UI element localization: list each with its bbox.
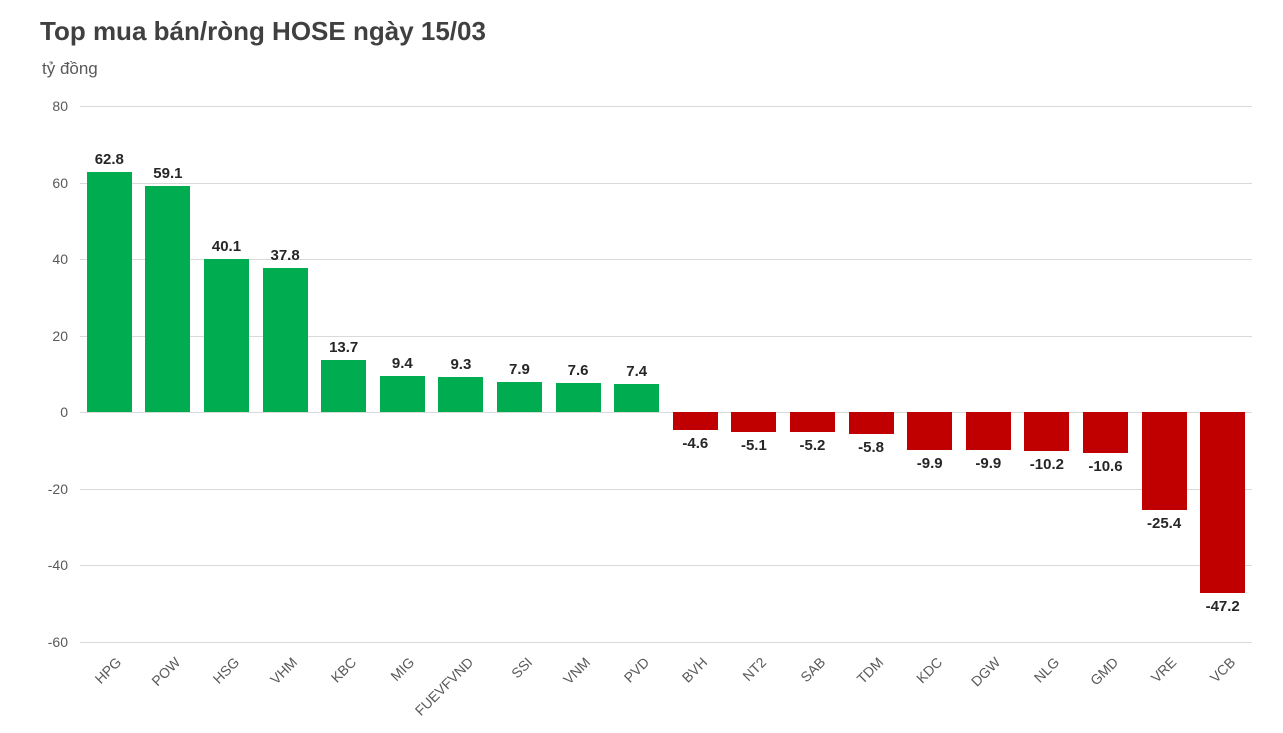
category-label-TDM: TDM <box>853 654 887 687</box>
category-label-HSG: HSG <box>209 654 242 687</box>
category-label-FUEVFVND: FUEVFVND <box>411 654 477 719</box>
plot-area: 62.8 59.1 40.1 37.8 13.7 9.4 9.3 7.9 7.6 7.4 -4.6 -… <box>80 106 1252 643</box>
category-label-VCB: VCB <box>1206 654 1239 686</box>
bar-value-label: 7.6 <box>567 362 589 380</box>
gridline-y-60 <box>80 182 1252 184</box>
bar-value-label: -4.6 <box>682 434 709 452</box>
y-tick-label: 60 <box>52 174 68 191</box>
bar-GMD <box>1083 412 1128 453</box>
category-label-VHM: VHM <box>267 654 301 688</box>
gridline-y--20 <box>80 488 1252 490</box>
bar-SSI <box>497 382 542 413</box>
gridline-y-80 <box>80 106 1252 107</box>
bar-value-label: -10.2 <box>1029 456 1064 474</box>
bar-value-label: 37.8 <box>270 246 300 264</box>
bar-KDC <box>907 412 953 451</box>
bar-SAB <box>790 412 835 433</box>
y-axis-unit-label: tỷ đồng <box>42 59 98 78</box>
category-label-KBC: KBC <box>327 654 360 686</box>
category-label-NLG: NLG <box>1030 654 1063 686</box>
bar-POW <box>145 186 191 413</box>
bar-value-label: -9.9 <box>975 455 1002 473</box>
y-tick-label: -60 <box>47 634 68 650</box>
bar-HPG <box>86 171 132 413</box>
category-label-HPG: HPG <box>91 654 125 687</box>
bar-VCB <box>1200 412 1246 593</box>
category-label-PVD: PVD <box>620 654 653 686</box>
bar-TDM <box>848 412 894 435</box>
bar-VNM <box>555 383 601 413</box>
category-label-SAB: SAB <box>796 654 828 686</box>
y-tick-label: 80 <box>52 98 68 114</box>
category-label-POW: POW <box>148 654 184 689</box>
bar-value-label: -25.4 <box>1146 514 1182 532</box>
gridline-y-0 <box>80 412 1252 414</box>
bar-NT2 <box>731 412 777 432</box>
bar-HSG <box>204 258 249 413</box>
category-label-KDC: KDC <box>912 654 946 687</box>
bar-value-label: 62.8 <box>94 150 124 168</box>
y-tick-label: 20 <box>52 327 68 344</box>
category-label-VNM: VNM <box>560 654 594 688</box>
bar-value-label: -47.2 <box>1205 597 1240 615</box>
bar-value-label: 59.1 <box>153 165 183 183</box>
category-label-VRE: VRE <box>1147 654 1180 686</box>
bar-value-label: 7.4 <box>626 362 648 380</box>
bar-VHM <box>262 267 308 413</box>
bar-value-label: 40.1 <box>211 237 242 255</box>
bar-value-label: -5.1 <box>740 436 767 454</box>
bar-NLG <box>1024 412 1070 452</box>
chart-title: Top mua bán/ròng HOSE ngày 15/03 <box>40 16 486 46</box>
bar-VRE <box>1141 412 1187 510</box>
gridline-y-20 <box>80 335 1252 337</box>
bar-value-label: 9.3 <box>450 355 472 373</box>
gridline-y-40 <box>80 259 1252 261</box>
bar-value-label: -9.9 <box>916 455 943 473</box>
y-tick-label: -20 <box>47 480 68 497</box>
bar-value-label: -10.6 <box>1088 457 1123 475</box>
category-label-SSI: SSI <box>507 654 535 682</box>
y-tick-label: 0 <box>60 404 68 421</box>
category-label-BVH: BVH <box>678 654 711 686</box>
bar-value-label: 7.9 <box>509 361 530 379</box>
bar-MIG <box>379 376 425 413</box>
bar-value-label: 9.4 <box>391 355 413 373</box>
bar-FUEVFVND <box>438 376 484 413</box>
bar-value-label: -5.8 <box>858 439 885 457</box>
y-tick-label: 40 <box>52 251 68 268</box>
bar-DGW <box>965 412 1011 451</box>
category-label-MIG: MIG <box>387 654 418 685</box>
y-tick-label: -40 <box>47 557 68 574</box>
bar-KBC <box>321 359 367 413</box>
category-label-DGW: DGW <box>968 654 1004 690</box>
bar-value-label: -5.2 <box>799 437 826 455</box>
gridline-y--40 <box>80 565 1252 567</box>
category-label-NT2: NT2 <box>739 654 770 685</box>
gridline-y--60 <box>80 642 1252 643</box>
category-label-GMD: GMD <box>1086 654 1121 689</box>
bar-BVH <box>672 412 718 430</box>
bar-PVD <box>614 383 660 413</box>
bar-value-label: 13.7 <box>329 338 359 356</box>
